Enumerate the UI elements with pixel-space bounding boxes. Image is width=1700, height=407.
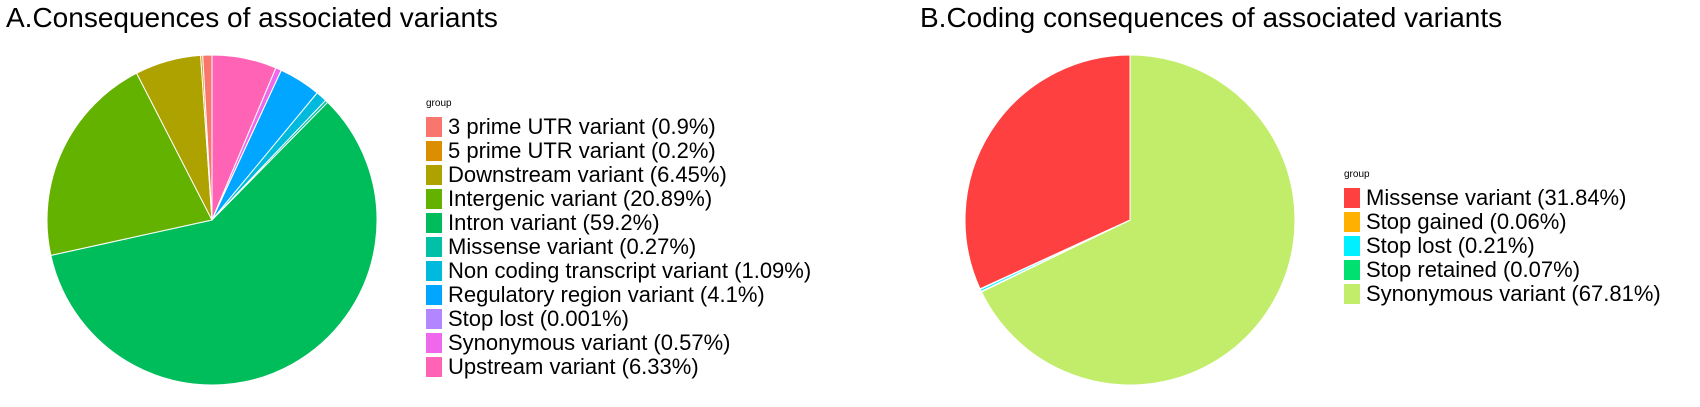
pie-chart-b bbox=[964, 54, 1296, 386]
legend-label: Non coding transcript variant (1.09%) bbox=[448, 258, 812, 283]
legend-swatch bbox=[426, 261, 442, 281]
legend-label: Missense variant (31.84%) bbox=[1366, 185, 1627, 210]
legend-item-regulatory-region-variant: Regulatory region variant (4.1%) bbox=[426, 283, 811, 307]
legend-item-stop-lost: Stop lost (0.21%) bbox=[1344, 234, 1661, 258]
legend-swatch bbox=[426, 333, 442, 353]
legend-item-upstream-variant: Upstream variant (6.33%) bbox=[426, 355, 811, 379]
legend-label: Stop lost (0.001%) bbox=[448, 306, 629, 331]
legend-item-non-coding-transcript-variant: Non coding transcript variant (1.09%) bbox=[426, 259, 811, 283]
legend-swatch bbox=[1344, 188, 1360, 208]
legend-swatch bbox=[426, 141, 442, 161]
legend-swatch bbox=[426, 165, 442, 185]
legend-item-downstream-variant: Downstream variant (6.45%) bbox=[426, 163, 811, 187]
legend-swatch bbox=[426, 213, 442, 233]
legend-a: group 3 prime UTR variant (0.9%) 5 prime … bbox=[426, 98, 811, 379]
legend-item-synonymous-variant: Synonymous variant (0.57%) bbox=[426, 331, 811, 355]
legend-item-stop-lost: Stop lost (0.001%) bbox=[426, 307, 811, 331]
legend-label: Intron variant (59.2%) bbox=[448, 210, 660, 235]
legend-item-missense-variant: Missense variant (31.84%) bbox=[1344, 186, 1661, 210]
pie-slice-missense-variant bbox=[964, 54, 1131, 290]
legend-swatch bbox=[426, 285, 442, 305]
legend-label: Synonymous variant (0.57%) bbox=[448, 330, 731, 355]
chart-panel-b: B.Coding consequences of associated vari… bbox=[920, 0, 1700, 407]
legend-label: 3 prime UTR variant (0.9%) bbox=[448, 114, 716, 139]
chart-panel-a: A.Consequences of associated variants gr… bbox=[6, 2, 811, 386]
legend-title: group bbox=[426, 98, 452, 109]
legend-swatch bbox=[426, 237, 442, 257]
pie-chart-a bbox=[46, 54, 378, 386]
legend-swatch bbox=[1344, 284, 1360, 304]
legend-label: Downstream variant (6.45%) bbox=[448, 162, 727, 187]
legend-swatch bbox=[426, 357, 442, 377]
pie-slice-intergenic-variant bbox=[46, 72, 213, 256]
legend-item-synonymous-variant: Synonymous variant (67.81%) bbox=[1344, 282, 1661, 306]
chart-title: B.Coding consequences of associated vari… bbox=[920, 2, 1503, 33]
legend-swatch bbox=[426, 117, 442, 137]
legend-item-intergenic-variant: Intergenic variant (20.89%) bbox=[426, 187, 811, 211]
legend-b: group Missense variant (31.84%) Stop gain… bbox=[1344, 169, 1661, 306]
legend-item-intron-variant: Intron variant (59.2%) bbox=[426, 211, 811, 235]
pie-slice-3-prime-utr-variant bbox=[202, 54, 213, 221]
legend-label: Missense variant (0.27%) bbox=[448, 234, 697, 259]
legend-label: Stop retained (0.07%) bbox=[1366, 257, 1581, 282]
legend-swatch bbox=[1344, 260, 1360, 280]
legend-label: Upstream variant (6.33%) bbox=[448, 354, 699, 379]
legend-title: group bbox=[1344, 169, 1370, 180]
legend-label: Stop lost (0.21%) bbox=[1366, 233, 1535, 258]
legend-label: 5 prime UTR variant (0.2%) bbox=[448, 138, 716, 163]
pie-slice-intron-variant bbox=[50, 101, 378, 386]
legend-label: Synonymous variant (67.81%) bbox=[1366, 281, 1661, 306]
legend-item-missense-variant: Missense variant (0.27%) bbox=[426, 235, 811, 259]
legend-swatch bbox=[426, 189, 442, 209]
legend-item-3-prime-utr-variant: 3 prime UTR variant (0.9%) bbox=[426, 115, 811, 139]
chart-title: A.Consequences of associated variants bbox=[6, 2, 498, 33]
legend-item-5-prime-utr-variant: 5 prime UTR variant (0.2%) bbox=[426, 139, 811, 163]
legend-label: Stop gained (0.06%) bbox=[1366, 209, 1567, 234]
legend-swatch bbox=[1344, 236, 1360, 256]
legend-item-stop-retained: Stop retained (0.07%) bbox=[1344, 258, 1661, 282]
legend-item-stop-gained: Stop gained (0.06%) bbox=[1344, 210, 1661, 234]
legend-label: Regulatory region variant (4.1%) bbox=[448, 282, 765, 307]
legend-label: Intergenic variant (20.89%) bbox=[448, 186, 713, 211]
pie-slice-synonymous-variant bbox=[980, 54, 1296, 386]
legend-swatch bbox=[1344, 212, 1360, 232]
legend-swatch bbox=[426, 309, 442, 329]
